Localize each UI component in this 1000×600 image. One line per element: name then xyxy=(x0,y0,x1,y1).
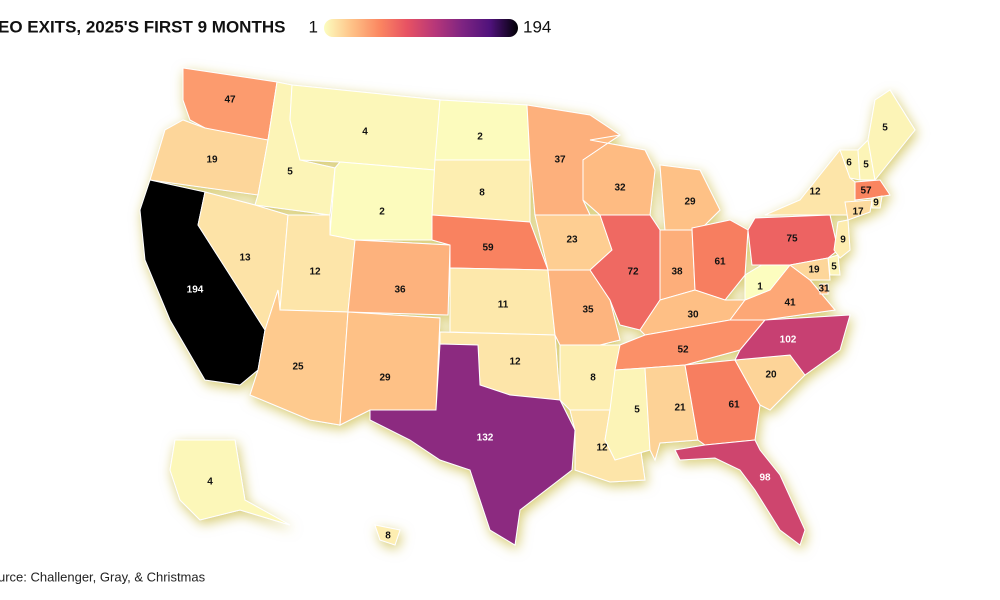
state xyxy=(734,314,851,376)
state-value-label: 59 xyxy=(482,243,494,254)
state xyxy=(871,195,883,209)
state-value-label: 57 xyxy=(860,186,872,197)
state xyxy=(674,439,806,546)
state-value-label: 5 xyxy=(863,160,869,171)
state xyxy=(659,229,696,301)
state-value-label: 9 xyxy=(873,198,879,209)
state-value-label: 38 xyxy=(671,267,683,278)
state-value-label: 23 xyxy=(566,235,578,246)
state-value-label: 98 xyxy=(759,473,771,484)
state-value-label: 29 xyxy=(379,373,391,384)
state-value-label: 132 xyxy=(477,433,494,444)
state-value-label: 36 xyxy=(394,285,406,296)
state xyxy=(833,219,851,259)
state xyxy=(819,283,829,295)
state xyxy=(764,148,856,216)
state-value-label: 5 xyxy=(287,167,293,178)
state-value-label: 20 xyxy=(765,370,777,381)
legend-max: 194 xyxy=(523,17,551,36)
state-value-label: 9 xyxy=(840,235,846,246)
state-value-label: 30 xyxy=(687,310,699,321)
state-value-label: 72 xyxy=(627,267,639,278)
state-value-label: 11 xyxy=(498,300,509,311)
state xyxy=(169,439,291,526)
state xyxy=(374,524,401,546)
state xyxy=(347,239,451,316)
state-value-label: 8 xyxy=(385,531,391,542)
state-value-label: 19 xyxy=(808,265,820,276)
legend-min: 1 xyxy=(309,17,318,36)
chart-title: EO EXITS, 2025'S FIRST 9 MONTHS xyxy=(0,17,285,36)
state-value-label: 19 xyxy=(206,155,218,166)
state-value-label: 5 xyxy=(831,262,837,273)
state-value-label: 41 xyxy=(784,298,796,309)
state-value-label: 194 xyxy=(187,285,204,296)
state-value-label: 37 xyxy=(554,155,566,166)
state-value-label: 25 xyxy=(292,362,304,373)
state-value-label: 17 xyxy=(852,207,864,218)
state xyxy=(434,99,531,161)
state xyxy=(329,161,436,241)
state xyxy=(589,214,661,331)
state xyxy=(369,343,576,546)
state-value-label: 31 xyxy=(818,284,830,295)
legend-colorbar xyxy=(324,19,518,37)
state-value-label: 29 xyxy=(684,197,696,208)
state-value-label: 12 xyxy=(509,357,521,368)
state-value-label: 21 xyxy=(674,403,686,414)
state-value-label: 5 xyxy=(634,405,640,416)
state-value-label: 8 xyxy=(590,373,596,384)
source-note: urce: Challenger, Gray, & Christmas xyxy=(0,569,206,584)
state xyxy=(339,311,441,426)
state xyxy=(788,257,831,281)
state-value-label: 32 xyxy=(614,183,626,194)
states xyxy=(139,67,916,546)
state xyxy=(867,89,916,182)
state-value-label: 12 xyxy=(596,443,608,454)
state-value-label: 61 xyxy=(714,257,726,268)
state-value-label: 12 xyxy=(809,187,821,198)
state-value-label: 4 xyxy=(362,127,368,138)
state-value-label: 75 xyxy=(786,234,798,245)
state-value-label: 52 xyxy=(677,345,689,356)
state-value-label: 13 xyxy=(239,253,251,264)
state xyxy=(659,164,721,231)
state-labels: 4719194513421225362928591112132372335812… xyxy=(187,95,889,542)
state-value-label: 12 xyxy=(309,267,321,278)
state-value-label: 4 xyxy=(207,477,213,488)
state-value-label: 47 xyxy=(224,95,236,106)
state-value-label: 102 xyxy=(780,335,797,346)
state-value-label: 61 xyxy=(728,400,740,411)
state-value-label: 2 xyxy=(477,132,483,143)
state-value-label: 6 xyxy=(846,158,852,169)
state-value-label: 8 xyxy=(479,188,485,199)
state xyxy=(844,199,873,221)
state xyxy=(747,214,839,266)
state-value-label: 1 xyxy=(757,282,763,293)
state-value-label: 35 xyxy=(582,305,594,316)
state-value-label: 2 xyxy=(379,207,385,218)
state-value-label: 5 xyxy=(882,123,888,134)
